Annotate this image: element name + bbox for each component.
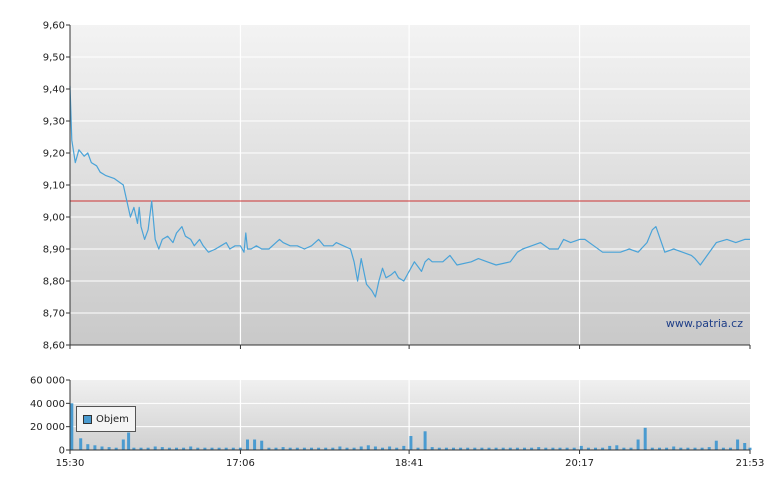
volume-bar [736, 440, 739, 451]
price-y-tick-label: 9,10 [43, 181, 65, 192]
price-y-tick-label: 8,90 [43, 245, 65, 256]
volume-bar [644, 428, 647, 450]
volume-bar [672, 447, 675, 451]
watermark: www.patria.cz [666, 317, 743, 330]
volume-bar [79, 438, 82, 450]
volume-bar [360, 447, 363, 451]
volume-bar [154, 447, 157, 451]
volume-bar [101, 447, 104, 451]
volume-bar [409, 436, 412, 450]
volume-y-tick-label: 0 [59, 446, 65, 457]
legend-swatch [83, 415, 92, 424]
volume-bar [253, 440, 256, 451]
volume-bar [367, 445, 370, 450]
price-y-tick-label: 9,30 [43, 117, 65, 128]
volume-bar [260, 441, 263, 450]
volume-bar [338, 447, 341, 451]
price-y-tick-label: 9,40 [43, 85, 65, 96]
volume-legend: Objem [76, 406, 136, 432]
volume-bar [189, 447, 192, 451]
volume-bar [608, 446, 611, 450]
volume-bar [374, 447, 377, 451]
price-y-tick-label: 9,00 [43, 213, 65, 224]
price-y-tick-label: 9,50 [43, 53, 65, 64]
volume-y-tick-label: 60 000 [30, 376, 65, 387]
volume-bar [715, 441, 718, 450]
volume-bar [424, 431, 427, 450]
volume-bar [93, 445, 96, 450]
x-tick-label: 15:30 [56, 458, 85, 469]
volume-bar [86, 444, 89, 450]
volume-bar [70, 403, 73, 450]
price-y-tick-label: 8,80 [43, 277, 65, 288]
price-y-tick-label: 9,60 [43, 21, 65, 32]
volume-bar [388, 447, 391, 451]
volume-bar [637, 440, 640, 451]
volume-y-tick-label: 40 000 [30, 399, 65, 410]
price-y-tick-label: 8,70 [43, 309, 65, 320]
x-tick-label: 17:06 [226, 458, 255, 469]
volume-bar [615, 445, 618, 450]
x-tick-label: 18:41 [395, 458, 424, 469]
volume-bar [127, 433, 130, 451]
volume-bar [122, 440, 125, 451]
volume-bar [402, 446, 405, 450]
volume-bar [246, 440, 249, 451]
volume-bar [743, 443, 746, 450]
x-tick-label: 21:53 [736, 458, 765, 469]
price-y-tick-label: 9,20 [43, 149, 65, 160]
x-tick-label: 20:17 [565, 458, 594, 469]
volume-bar [580, 446, 583, 450]
legend-label-objem: Objem [96, 414, 129, 425]
volume-y-tick-label: 20 000 [30, 422, 65, 433]
price-y-tick-label: 8,60 [43, 341, 65, 352]
